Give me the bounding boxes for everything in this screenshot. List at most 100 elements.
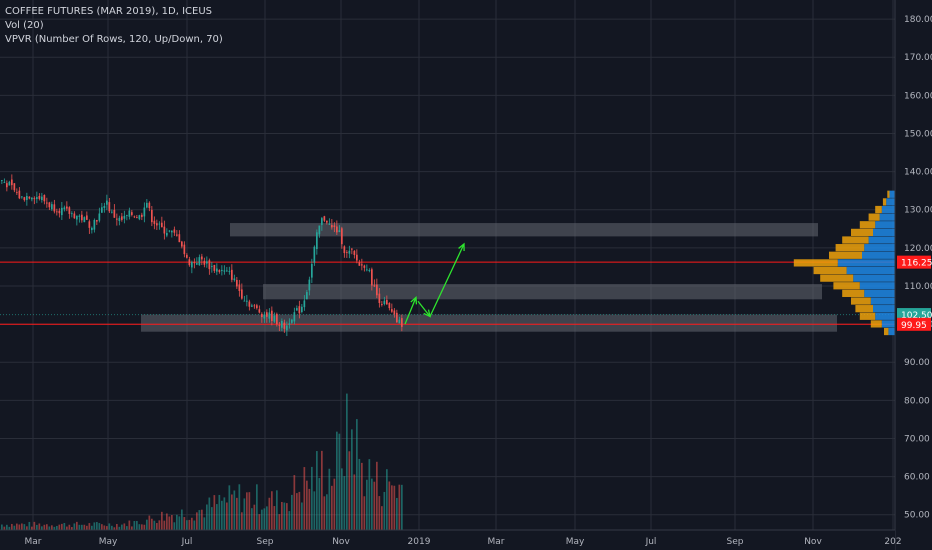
support-resistance-zones <box>141 223 837 332</box>
volume-bar <box>106 526 108 530</box>
volume-bar <box>213 495 216 530</box>
volume-bar <box>293 475 296 530</box>
volume-bar <box>228 485 231 530</box>
time-tick-label: Mar <box>25 537 42 547</box>
candle <box>278 325 281 326</box>
price-tick-label: 140.00 <box>904 168 932 178</box>
candle <box>28 196 31 199</box>
candle <box>166 233 168 236</box>
candle <box>401 318 403 327</box>
candle <box>371 269 373 286</box>
volume-bar <box>133 521 136 530</box>
volume-bar <box>43 524 46 530</box>
candle <box>91 227 93 231</box>
candle <box>1 180 3 182</box>
price-badge-label: 99.95 <box>901 321 927 331</box>
volume-bar <box>208 497 211 530</box>
volume-bar <box>391 485 393 530</box>
candle <box>231 269 233 280</box>
candle <box>23 197 26 201</box>
volume-bar <box>351 429 353 530</box>
volume-bar <box>116 523 118 530</box>
candle <box>343 246 346 254</box>
volume-bar <box>171 515 173 530</box>
volume-bar <box>336 431 338 530</box>
candles <box>1 174 403 337</box>
volume-bar <box>93 522 96 530</box>
time-tick-label: Sep <box>257 537 274 547</box>
candle <box>21 196 23 198</box>
volume-bar <box>138 524 141 530</box>
candle <box>158 223 161 225</box>
volume-bar <box>328 468 331 530</box>
volume-bar <box>161 511 163 530</box>
candle <box>353 250 356 255</box>
candle <box>328 223 331 225</box>
vpvr-up-row <box>879 213 895 221</box>
volume-bar <box>8 526 11 530</box>
volume-bar <box>23 524 26 530</box>
volume-bar <box>201 509 203 530</box>
volume-bar <box>51 525 53 530</box>
candle <box>378 293 381 303</box>
volume-bar <box>83 524 86 530</box>
candle <box>193 262 196 264</box>
volume-bar <box>176 514 178 530</box>
time-tick-label: 202 <box>884 537 901 547</box>
volume-bar <box>283 502 286 530</box>
volume-bar <box>31 526 33 530</box>
volume-bar <box>63 522 66 530</box>
price-zone <box>263 284 822 300</box>
candle <box>98 213 101 221</box>
volume-bar <box>118 526 121 530</box>
candle <box>243 300 246 302</box>
volume-bar <box>308 488 311 530</box>
price-badge-label: 102.50 <box>901 311 932 321</box>
volume-bar <box>28 521 31 530</box>
vpvr-down-row <box>835 244 865 252</box>
candle <box>246 300 248 302</box>
volume-bar <box>198 510 201 530</box>
volume-bar <box>88 523 91 530</box>
volume-bar <box>288 511 291 530</box>
volume-bar <box>143 524 146 530</box>
arrow-head <box>410 296 418 305</box>
candle <box>288 323 291 325</box>
candle <box>233 278 236 281</box>
candle <box>203 260 206 265</box>
candle <box>36 197 38 200</box>
volume-bar <box>181 509 183 530</box>
candle <box>211 266 213 267</box>
volume-bar <box>311 466 313 530</box>
volume-bar <box>61 523 63 530</box>
vpvr-profile <box>793 190 895 336</box>
candle <box>201 256 203 260</box>
vpvr-down-row <box>882 198 887 206</box>
volume-bar <box>101 524 103 530</box>
volume-bar <box>1 524 3 530</box>
candle <box>173 229 176 233</box>
candle <box>268 312 271 319</box>
candle <box>356 254 358 261</box>
volume-bar <box>136 520 138 530</box>
volume-bar <box>21 523 23 530</box>
projection-arrow <box>429 243 465 317</box>
candle <box>188 259 191 266</box>
volume-bar <box>56 525 58 530</box>
candle <box>373 285 376 287</box>
candle <box>141 214 143 217</box>
candle <box>106 200 108 205</box>
volume-bar <box>123 523 126 530</box>
candle <box>286 325 288 331</box>
candle <box>11 179 13 186</box>
volume-bar <box>76 521 78 530</box>
volume-bar <box>178 516 181 530</box>
price-axis: 50.0060.0070.0080.0090.00100.00110.00120… <box>894 0 932 550</box>
candle <box>61 207 63 216</box>
volume-bar <box>26 526 28 530</box>
candle <box>376 284 378 296</box>
candle <box>273 315 276 322</box>
candle <box>136 217 138 218</box>
volume-bar <box>131 526 133 530</box>
